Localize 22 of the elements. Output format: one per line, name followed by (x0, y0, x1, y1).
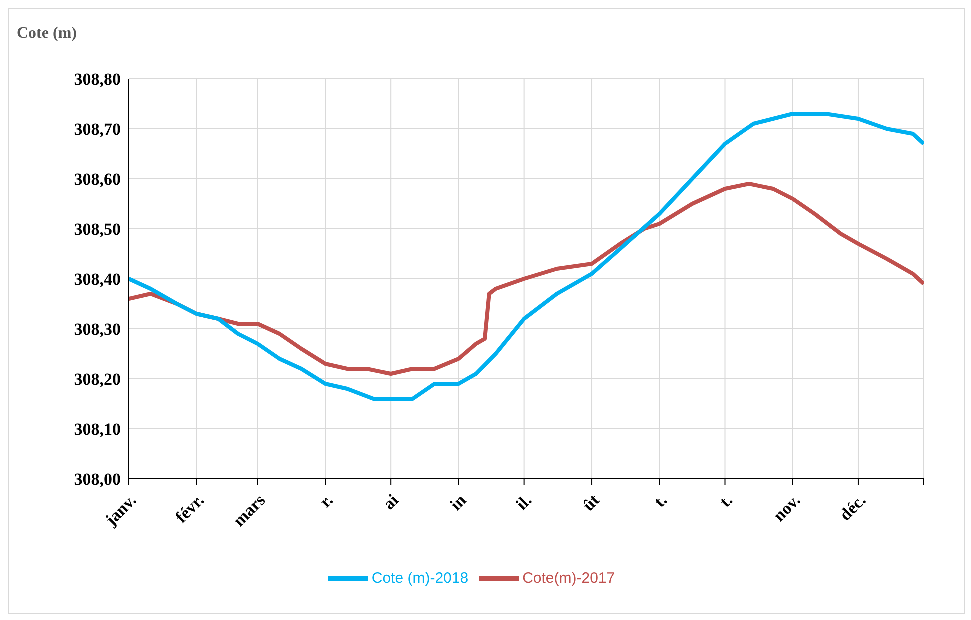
x-tick-label: t. (716, 490, 736, 512)
x-tick-label: in (446, 490, 470, 514)
legend-label: Cote (m)-2018 (372, 570, 469, 587)
y-tick-label: 308,70 (74, 120, 121, 140)
y-tick-label: 308,50 (74, 220, 121, 240)
y-tick-label: 308,60 (74, 170, 121, 190)
x-tick-label: nov. (770, 490, 804, 526)
y-tick-label: 308,10 (74, 420, 121, 440)
x-tick-label: ût (579, 490, 604, 515)
x-tick-label: déc. (836, 490, 870, 525)
x-tick-label: févr. (172, 490, 208, 527)
y-axis-title: Cote (m) (17, 25, 77, 43)
y-tick-label: 308,30 (74, 320, 121, 340)
y-tick-label: 308,80 (74, 70, 121, 90)
x-tick-label: r. (316, 490, 337, 512)
x-tick-label: ai (380, 490, 403, 514)
legend-label: Cote(m)-2017 (522, 570, 616, 587)
y-tick-label: 308,40 (74, 270, 121, 290)
x-tick-label: t. (650, 490, 671, 512)
y-tick-label: 308,00 (74, 470, 121, 490)
y-tick-label: 308,20 (74, 370, 121, 390)
x-tick-label: il. (512, 490, 536, 514)
